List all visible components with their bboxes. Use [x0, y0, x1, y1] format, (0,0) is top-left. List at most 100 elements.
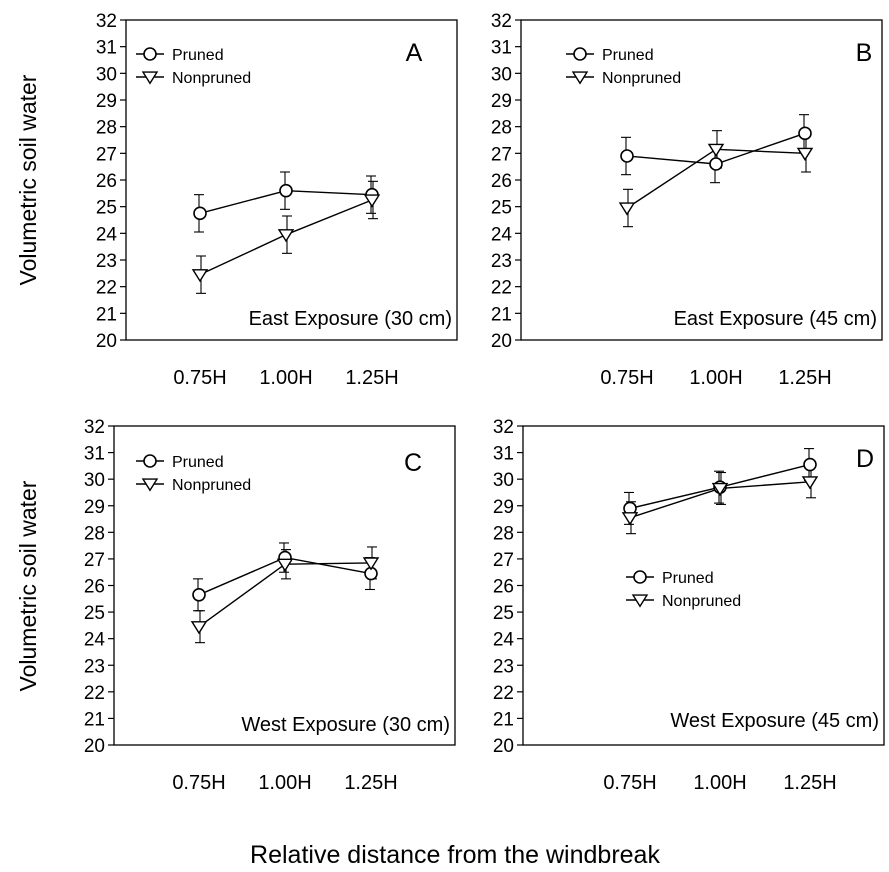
- data-point-nonpruned: [711, 482, 729, 497]
- legend-marker-pruned: [573, 47, 587, 61]
- y-tick-label: 28: [84, 523, 105, 544]
- x-axis-label: Relative distance from the windbreak: [250, 841, 660, 869]
- x-tick-label: 0.75H: [172, 772, 225, 794]
- y-tick-label: 31: [96, 38, 117, 59]
- y-tick-label: 31: [491, 38, 512, 59]
- data-point-pruned: [798, 126, 812, 141]
- exposure-annotation: West Exposure (45 cm): [670, 710, 879, 732]
- y-tick-label: 28: [96, 118, 117, 139]
- y-tick-label: 23: [491, 251, 512, 272]
- y-tick-label: 29: [96, 91, 117, 112]
- chart-panels: 20 21 22 23 24 25 26 27 28 29 30 31 32 0.75H 1.00H 1.25…: [84, 11, 885, 794]
- y-tick-label: 21: [491, 304, 512, 325]
- legend-label: Pruned: [662, 570, 714, 587]
- y-tick-label: 29: [491, 91, 512, 112]
- y-tick-label: 29: [493, 497, 514, 518]
- panel-letter: C: [404, 449, 422, 477]
- data-point-nonpruned: [190, 621, 208, 635]
- y-tick-label: 23: [84, 656, 105, 677]
- y-tick-label: 20: [96, 331, 117, 352]
- data-point-pruned: [279, 183, 293, 198]
- data-point-nonpruned: [191, 269, 209, 283]
- y-tick-label: 21: [493, 709, 514, 730]
- data-point-nonpruned: [276, 558, 294, 572]
- y-tick-label: 25: [493, 603, 514, 624]
- data-point-nonpruned: [796, 147, 814, 161]
- data-point-pruned: [803, 457, 817, 472]
- x-tick-label: 0.75H: [600, 367, 653, 389]
- y-tick-label: 22: [493, 683, 514, 704]
- y-tick-label: 24: [84, 630, 106, 651]
- y-tick-label: 23: [96, 251, 117, 272]
- legend-marker-nonpruned: [141, 478, 159, 492]
- x-tick-label: 1.25H: [344, 772, 397, 794]
- y-tick-label: 20: [493, 736, 514, 757]
- data-point-nonpruned: [621, 512, 639, 526]
- y-tick-label: 25: [84, 603, 105, 624]
- y-tick-label: 25: [96, 198, 117, 219]
- data-point-pruned: [193, 206, 207, 221]
- legend-label: Pruned: [172, 47, 224, 64]
- data-point-nonpruned: [618, 202, 636, 216]
- legend-label: Nonpruned: [662, 593, 741, 610]
- y-tick-label: 20: [84, 736, 105, 757]
- y-tick-label: 27: [96, 144, 117, 165]
- y-tick-label: 20: [491, 331, 512, 352]
- data-point-nonpruned: [363, 194, 381, 208]
- plot-frame: [125, 19, 458, 341]
- panel-letter: D: [856, 445, 874, 473]
- data-point-pruned: [620, 149, 634, 163]
- y-tick-label: 30: [493, 470, 514, 491]
- y-tick-label: 30: [491, 64, 512, 85]
- data-point-pruned: [709, 157, 723, 171]
- panel-d: 20 21 22 23 24 25 26 27 28 29 30 31 32 0.75H 1.00H 1.25…: [493, 417, 885, 794]
- y-tick-label: 30: [84, 470, 105, 491]
- y-tick-label: 26: [84, 577, 105, 598]
- data-point-pruned: [192, 588, 206, 602]
- x-tick-label: 1.25H: [783, 772, 836, 794]
- y-tick-label: 27: [493, 550, 514, 571]
- x-tick-label: 0.75H: [173, 367, 226, 389]
- y-tick-label: 23: [493, 656, 514, 677]
- x-tick-label: 1.00H: [689, 367, 742, 389]
- x-tick-label: 1.00H: [693, 772, 746, 794]
- x-tick-label: 1.25H: [778, 367, 831, 389]
- y-tick-label: 32: [84, 417, 105, 438]
- data-point-nonpruned: [362, 557, 380, 571]
- y-tick-label: 21: [96, 304, 117, 325]
- y-tick-label: 26: [96, 171, 117, 192]
- legend-marker-pruned: [633, 570, 647, 584]
- y-tick-label: 22: [96, 278, 117, 299]
- legend-label: Nonpruned: [602, 70, 681, 87]
- y-tick-label: 31: [84, 444, 105, 465]
- legend-marker-nonpruned: [571, 71, 589, 85]
- y-tick-label: 32: [493, 417, 514, 438]
- legend-label: Nonpruned: [172, 477, 251, 494]
- exposure-annotation: West Exposure (30 cm): [241, 714, 450, 736]
- y-tick-label: 24: [491, 224, 513, 245]
- y-tick-label: 21: [84, 709, 105, 730]
- panel-a: 20 21 22 23 24 25 26 27 28 29 30 31 32 0.75H 1.00H 1.25…: [96, 11, 458, 389]
- panel-c: 20 21 22 23 24 25 26 27 28 29 30 31 32 0.75H 1.00H 1.25…: [84, 417, 456, 794]
- y-tick-label: 28: [491, 118, 512, 139]
- legend-marker-nonpruned: [141, 71, 159, 85]
- y-tick-label: 22: [491, 278, 512, 299]
- y-axis-label-top: Volumetric soil water: [15, 74, 41, 285]
- y-tick-label: 28: [493, 523, 514, 544]
- y-tick-label: 32: [491, 11, 512, 32]
- data-point-nonpruned: [707, 143, 725, 157]
- exposure-annotation: East Exposure (30 cm): [249, 308, 452, 330]
- x-tick-label: 1.25H: [345, 367, 398, 389]
- panel-letter: A: [406, 39, 423, 67]
- data-point-nonpruned: [801, 476, 819, 490]
- y-tick-label: 27: [491, 144, 512, 165]
- y-tick-label: 29: [84, 497, 105, 518]
- y-tick-label: 30: [96, 64, 117, 85]
- y-tick-label: 26: [491, 171, 512, 192]
- x-tick-label: 1.00H: [259, 367, 312, 389]
- legend-label: Nonpruned: [172, 70, 251, 87]
- x-tick-label: 0.75H: [603, 772, 656, 794]
- plot-frame: [520, 19, 883, 341]
- y-tick-label: 32: [96, 11, 117, 32]
